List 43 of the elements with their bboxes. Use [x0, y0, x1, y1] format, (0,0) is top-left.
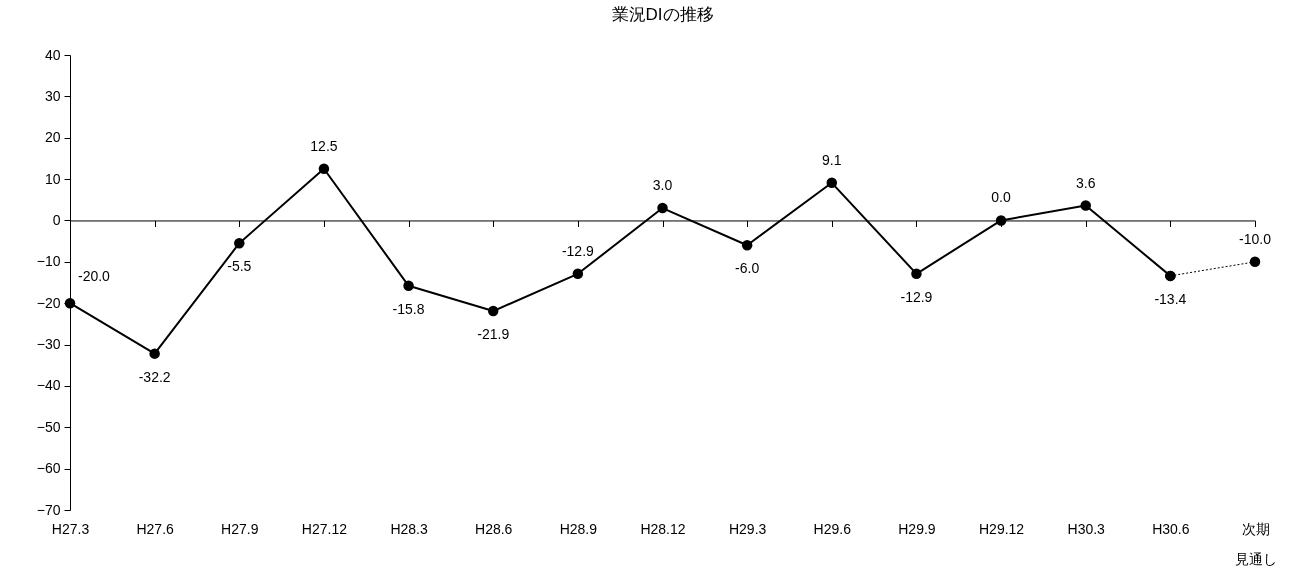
x-tick-label: H27.6	[136, 520, 175, 537]
x-tick-label: H28.9	[559, 520, 598, 537]
x-tick-label: H28.3	[390, 520, 428, 537]
data-label: 9.1	[822, 151, 842, 168]
y-tick-label: −30	[36, 336, 61, 353]
x-tick-label: H30.3	[1067, 520, 1106, 537]
y-tick-label: 20	[44, 129, 61, 146]
data-label: -15.8	[392, 300, 425, 317]
data-label: -20.0	[78, 268, 111, 285]
data-label: -10.0	[1239, 230, 1272, 247]
y-tick-label: 40	[44, 46, 61, 63]
x-tick-label: H29.6	[813, 520, 852, 537]
y-tick-label: −60	[36, 460, 61, 477]
y-tick-label: −40	[36, 377, 61, 394]
data-label: -12.9	[561, 242, 595, 259]
y-tick-label: 30	[44, 87, 61, 104]
x-tick-label: H27.3	[51, 520, 90, 537]
x-tick-label: H29.12	[978, 520, 1025, 537]
chart-title: 業況DIの推移	[611, 5, 714, 24]
x-tick-label: H27.9	[221, 520, 259, 537]
y-tick-label: 10	[44, 170, 61, 187]
y-tick-label: −20	[36, 294, 61, 311]
x-tick-label: H29.9	[898, 520, 936, 537]
data-label: -12.9	[900, 288, 933, 305]
data-label: 3.0	[652, 177, 673, 194]
data-label: -32.2	[138, 368, 171, 385]
data-label: -5.5	[227, 258, 252, 275]
data-label: 0.0	[991, 189, 1012, 206]
data-label: -21.9	[477, 326, 510, 343]
x-tick-label: H27.12	[301, 520, 348, 537]
y-tick-label: −70	[36, 501, 61, 518]
x-tick-label: H28.12	[640, 520, 686, 537]
data-label: 3.6	[1075, 174, 1096, 191]
y-tick-label: −50	[36, 418, 61, 435]
x-tick-label: 次期見通し	[1234, 520, 1277, 567]
data-label: -6.0	[735, 260, 760, 277]
data-label: 12.5	[310, 137, 338, 154]
y-tick-label: −10	[36, 253, 61, 270]
data-label: -13.4	[1154, 290, 1187, 307]
x-tick-label: H30.6	[1152, 520, 1190, 537]
x-tick-label: H29.3	[728, 520, 767, 537]
y-tick-label: 0	[52, 211, 61, 228]
x-tick-label: H28.6	[475, 520, 513, 537]
